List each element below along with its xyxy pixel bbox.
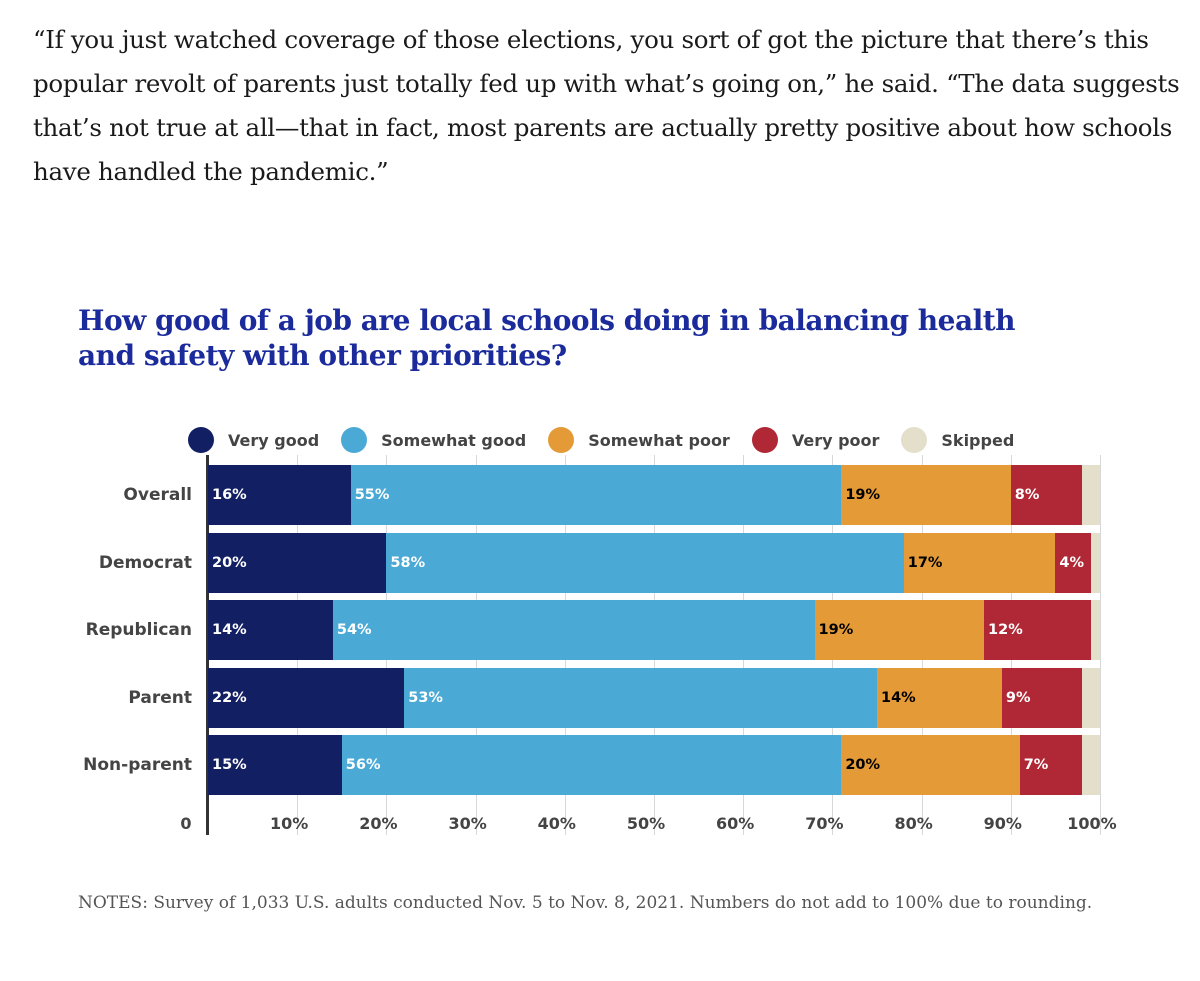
data-label: 58% (390, 554, 426, 571)
legend-item: Somewhat poor (548, 427, 730, 453)
legend-swatch-icon (751, 427, 778, 453)
data-label: 55% (354, 487, 390, 503)
data-label: 7% (1023, 757, 1049, 774)
bar-segment-very-good: 16% (208, 465, 351, 525)
legend-item: Very poor (751, 427, 880, 453)
bar-segment-somewhat-good: 53% (404, 667, 877, 728)
legend-swatch-icon (548, 427, 575, 453)
bar-segment-skipped (1091, 532, 1100, 593)
x-tick-label: 100% (1067, 814, 1117, 833)
data-label: 16% (212, 487, 247, 503)
data-label: 19% (818, 622, 854, 639)
legend-swatch-icon (901, 427, 928, 453)
category-label: Republican (85, 620, 192, 641)
bar-segment-very-good: 14% (208, 600, 333, 661)
bar-segment-very-poor: 9% (1001, 667, 1083, 728)
stacked-bar-chart: 0 10% 20% 30% 40% 50% 60% 70% 80% 90% 100% Overall 1… (83, 455, 1117, 835)
legend-label: Somewhat poor (588, 430, 730, 450)
chart-title: How good of a job are local schools doin… (78, 304, 1016, 372)
legend-item: Somewhat good (341, 427, 526, 453)
data-label: 17% (907, 554, 943, 571)
data-label: 54% (336, 622, 372, 639)
data-label: 22% (212, 689, 247, 706)
bar-segment-somewhat-good: 55% (350, 465, 842, 525)
legend-label: Very poor (791, 430, 880, 450)
bar-segment-skipped (1091, 600, 1100, 661)
legend-item: Skipped (901, 427, 1014, 453)
x-tick-label: 90% (983, 814, 1022, 833)
bar-segment-very-poor: 8% (1010, 465, 1083, 525)
bar-segment-somewhat-good: 58% (386, 532, 904, 593)
legend-label: Somewhat good (381, 430, 527, 450)
x-tick-label: 70% (805, 814, 844, 833)
x-tick-label: 0 (180, 814, 192, 833)
bar-segment-very-good: 15% (208, 735, 342, 796)
bar-segment-very-good: 20% (208, 532, 387, 593)
bar-segment-somewhat-good: 56% (341, 735, 842, 796)
bar-segment-very-poor: 7% (1019, 735, 1083, 796)
category-label: Democrat (98, 552, 192, 573)
legend-swatch-icon (188, 427, 214, 453)
legend-label: Skipped (941, 430, 1015, 450)
data-label: 20% (845, 757, 881, 774)
bar-segment-somewhat-good: 54% (332, 600, 815, 661)
category-label: Parent (128, 687, 192, 708)
category-label: Overall (123, 485, 192, 505)
data-label: 14% (212, 622, 247, 639)
data-label: 4% (1059, 554, 1085, 571)
data-label: 15% (212, 757, 247, 774)
data-label: 56% (345, 757, 381, 774)
bar-segment-skipped (1082, 667, 1100, 728)
bar-segment-skipped (1082, 735, 1100, 796)
x-tick-label: 60% (716, 814, 755, 833)
legend-label: Very good (228, 430, 320, 450)
data-label: 53% (408, 689, 443, 706)
x-tick-label: 30% (448, 814, 487, 833)
bar-segment-somewhat-poor: 19% (814, 600, 985, 661)
bar-segment-very-good: 22% (208, 667, 405, 728)
data-label: 9% (1005, 689, 1031, 706)
bar-segment-somewhat-poor: 17% (903, 532, 1056, 593)
category-label: Non-parent (83, 755, 192, 776)
chart-notes: NOTES: Survey of 1,033 U.S. adults condu… (78, 893, 1093, 913)
gridline (1100, 455, 1101, 835)
bar-segment-very-poor: 12% (984, 600, 1092, 661)
chart-legend: Very good Somewhat good Somewhat poor Very … (188, 427, 1036, 453)
y-axis-line (206, 455, 209, 835)
legend-swatch-icon (341, 427, 368, 453)
bar-segment-somewhat-poor: 20% (841, 735, 1020, 796)
data-label: 19% (845, 487, 881, 503)
x-tick-label: 20% (359, 814, 398, 833)
data-label: 14% (881, 689, 916, 706)
legend-item: Very good (188, 427, 319, 453)
bar-segment-very-poor: 4% (1055, 532, 1092, 593)
data-label: 20% (212, 554, 247, 571)
x-tick-label: 10% (270, 814, 309, 833)
x-tick-label: 50% (626, 814, 666, 833)
data-label: 8% (1014, 487, 1040, 503)
bar-segment-somewhat-poor: 19% (841, 465, 1011, 525)
bar-segment-somewhat-poor: 14% (877, 667, 1002, 728)
x-tick-label: 40% (537, 814, 576, 833)
x-tick-label: 80% (894, 814, 933, 833)
bar-segment-skipped (1082, 465, 1100, 525)
data-label: 12% (988, 622, 1023, 639)
article-quote: “If you just watched coverage of those e… (33, 25, 1180, 186)
